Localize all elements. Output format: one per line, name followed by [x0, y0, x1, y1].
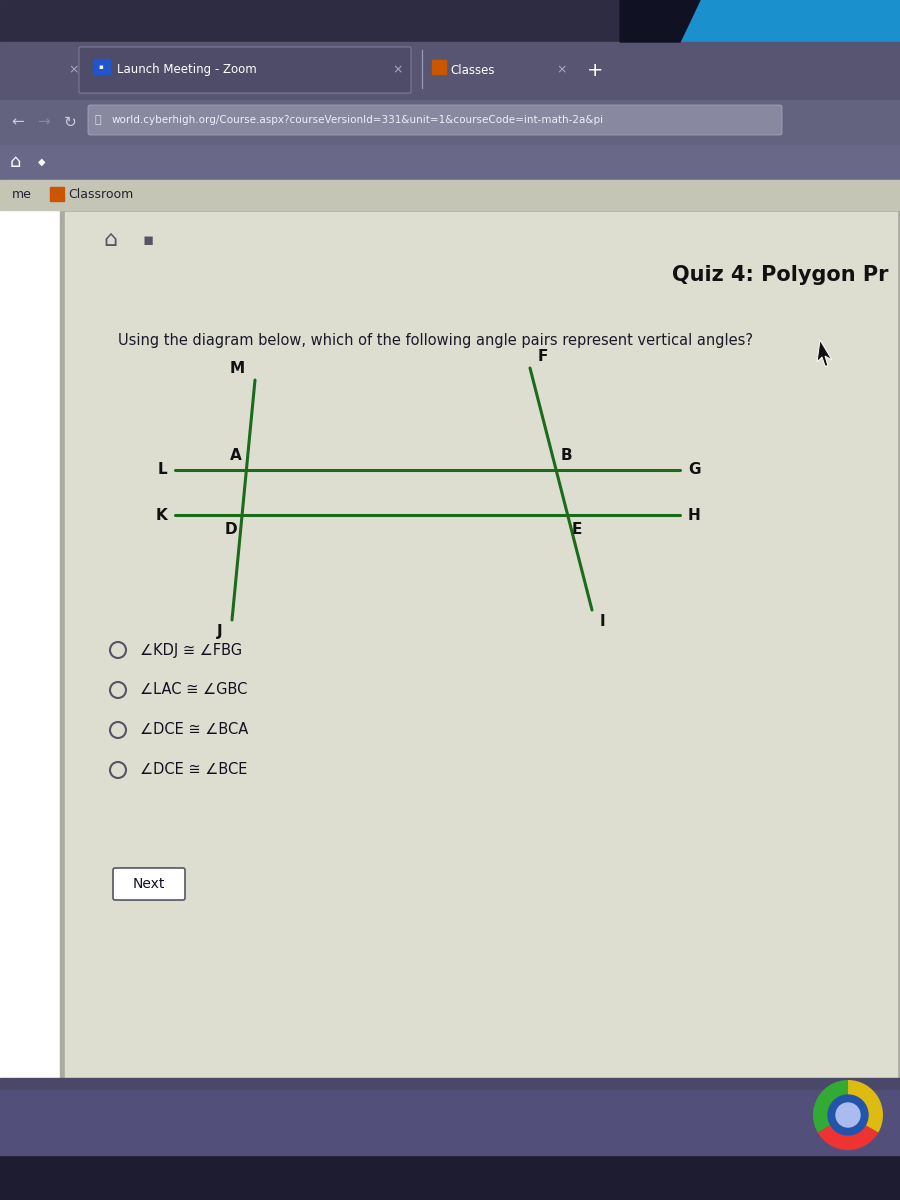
Text: ×: ×: [557, 64, 567, 77]
Bar: [93, 59, 110, 74]
Text: F: F: [538, 349, 548, 364]
Text: Next: Next: [133, 877, 166, 890]
Bar: [0, 42, 900, 100]
Text: ↻: ↻: [64, 114, 76, 130]
Text: Classroom: Classroom: [68, 188, 133, 202]
Text: Classes: Classes: [450, 64, 494, 77]
Text: ×: ×: [392, 64, 403, 77]
Polygon shape: [620, 0, 700, 42]
Text: ∠DCE ≅ ∠BCA: ∠DCE ≅ ∠BCA: [140, 722, 248, 738]
Bar: [0, 1090, 900, 1154]
Bar: [0, 180, 900, 210]
Text: ◆: ◆: [38, 157, 46, 167]
Bar: [65, 212, 897, 1078]
Circle shape: [836, 1103, 860, 1127]
Bar: [0, 1154, 900, 1200]
Text: K: K: [155, 508, 167, 522]
FancyBboxPatch shape: [88, 104, 782, 134]
Text: Quiz 4: Polygon Pr: Quiz 4: Polygon Pr: [671, 265, 888, 284]
FancyBboxPatch shape: [79, 47, 411, 92]
Text: J: J: [216, 624, 222, 638]
Text: ▪: ▪: [142, 230, 154, 248]
Bar: [0, 1078, 900, 1168]
Text: +: +: [587, 60, 603, 79]
Bar: [432, 60, 446, 74]
Text: H: H: [688, 508, 701, 522]
Text: →: →: [38, 114, 50, 130]
Text: M: M: [230, 361, 245, 376]
Text: me: me: [12, 188, 32, 202]
Bar: [0, 145, 900, 180]
Text: Using the diagram below, which of the following angle pairs represent vertical a: Using the diagram below, which of the fo…: [118, 332, 753, 348]
Bar: [0, 100, 900, 145]
Text: ⌂: ⌂: [103, 230, 117, 250]
Bar: [60, 210, 900, 1080]
Text: ⌂: ⌂: [9, 152, 21, 170]
Text: G: G: [688, 462, 700, 478]
Wedge shape: [848, 1080, 883, 1133]
Text: 🔒: 🔒: [94, 115, 102, 125]
Circle shape: [828, 1094, 868, 1135]
FancyBboxPatch shape: [113, 868, 185, 900]
Text: I: I: [600, 614, 606, 629]
Text: E: E: [572, 522, 582, 538]
Bar: [50, 187, 64, 200]
Text: world.cyberhigh.org/Course.aspx?courseVersionId=331&unit=1&courseCode=int-math-2: world.cyberhigh.org/Course.aspx?courseVe…: [112, 115, 604, 125]
Text: Launch Meeting - Zoom: Launch Meeting - Zoom: [117, 64, 256, 77]
Wedge shape: [818, 1115, 878, 1150]
Text: ∠DCE ≅ ∠BCE: ∠DCE ≅ ∠BCE: [140, 762, 248, 778]
Text: ←: ←: [12, 114, 24, 130]
Wedge shape: [813, 1080, 848, 1133]
Text: ▪: ▪: [99, 64, 104, 70]
Text: D: D: [224, 522, 237, 538]
Bar: [620, 0, 900, 42]
Polygon shape: [817, 340, 832, 366]
Text: ∠LAC ≅ ∠GBC: ∠LAC ≅ ∠GBC: [140, 683, 248, 697]
Bar: [0, 0, 900, 42]
Text: ∠KDJ ≅ ∠FBG: ∠KDJ ≅ ∠FBG: [140, 642, 242, 658]
Text: ×: ×: [68, 64, 79, 77]
Text: B: B: [560, 448, 572, 463]
Text: L: L: [158, 462, 167, 478]
Text: A: A: [230, 448, 241, 463]
